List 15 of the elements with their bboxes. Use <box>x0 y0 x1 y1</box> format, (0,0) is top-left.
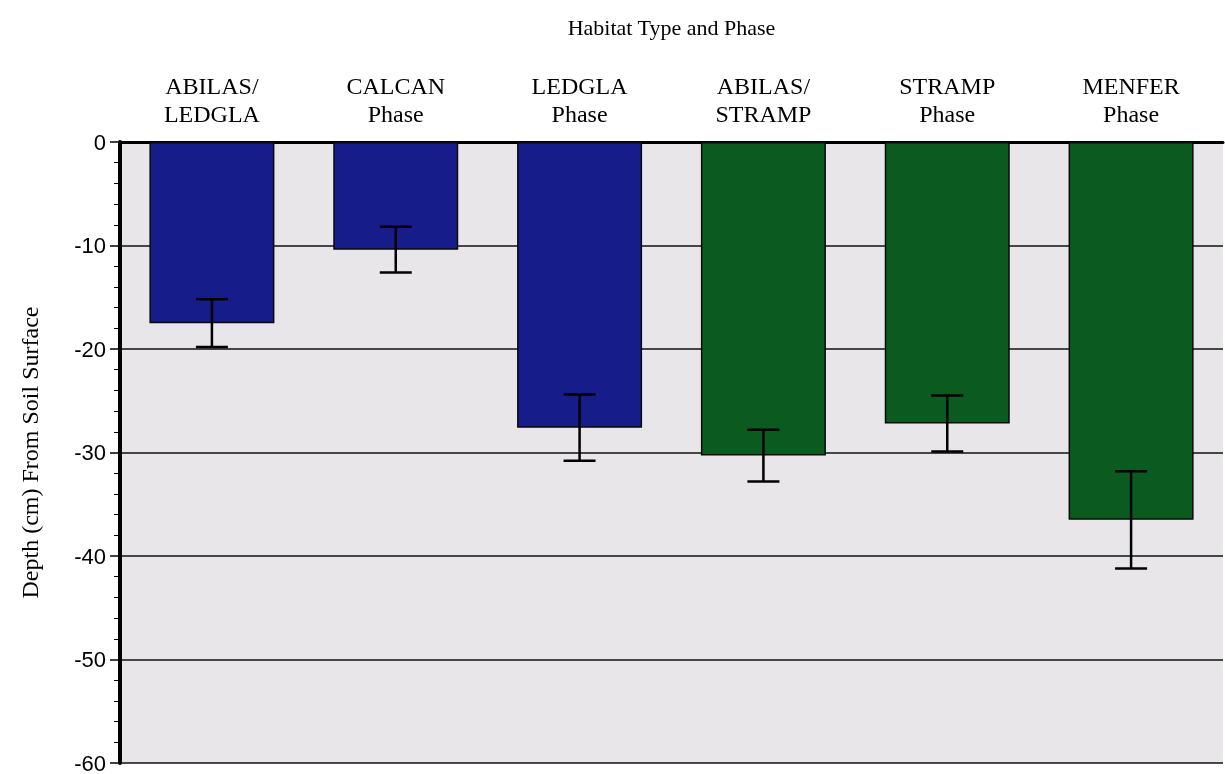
y-tick-label: -40 <box>74 543 106 569</box>
x-axis-title: Habitat Type and Phase <box>567 14 776 40</box>
y-tick-label: -10 <box>74 233 106 258</box>
x-tick-label: ABILAS/ STRAMP <box>715 73 812 127</box>
x-tick-label: LEDGLA Phase <box>531 73 629 127</box>
x-tick-label: ABILAS/ LEDGLA <box>163 73 261 127</box>
y-tick-label: -20 <box>74 336 106 362</box>
x-tick-label: CALCAN Phase <box>346 73 446 127</box>
y-tick-label: 0 <box>93 129 106 155</box>
y-tick-label: -30 <box>74 440 106 465</box>
x-tick-label: MENFER Phase <box>1082 73 1180 127</box>
y-tick-label: -60 <box>74 750 106 774</box>
y-tick-label: -50 <box>74 647 106 672</box>
x-tick-label: STRAMP Phase <box>899 73 996 127</box>
y-axis-title: Depth (cm) From Soil Surface <box>17 306 43 599</box>
